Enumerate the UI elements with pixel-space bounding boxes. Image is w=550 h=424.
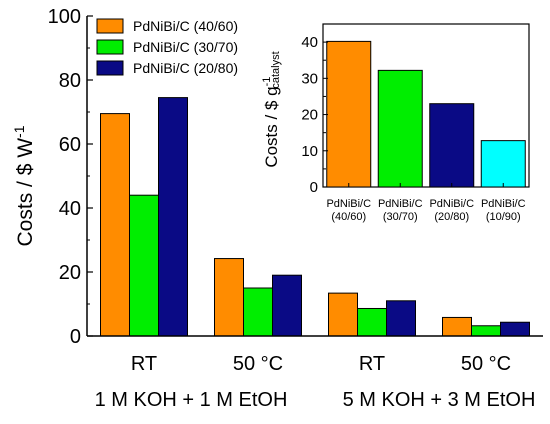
x-category-label: RT bbox=[131, 353, 157, 375]
inset-bar-1 bbox=[377, 69, 423, 188]
bar-2-2 bbox=[386, 300, 416, 337]
inset-category-label: PdNiBi/C bbox=[429, 198, 474, 210]
y-tick-label: 0 bbox=[70, 326, 81, 348]
inset-bar-2 bbox=[429, 103, 475, 188]
x-group-label: 5 M KOH + 3 M EtOH bbox=[343, 389, 536, 411]
legend-swatch bbox=[96, 60, 124, 76]
legend-swatch bbox=[96, 18, 124, 34]
bar-3-0 bbox=[442, 316, 472, 337]
bar-2-1 bbox=[357, 307, 387, 337]
inset-category-label: (40/60) bbox=[331, 211, 366, 223]
inset-category-label: (20/80) bbox=[434, 211, 469, 223]
inset-y-axis-label: Costs / $ g-1catalyst bbox=[261, 51, 282, 167]
legend-label: PdNiBi/C (30/70) bbox=[133, 39, 238, 55]
x-group-label: 1 M KOH + 1 M EtOH bbox=[95, 389, 288, 411]
inset-y-tick-label: 40 bbox=[301, 34, 318, 51]
y-tick-label: 80 bbox=[59, 70, 81, 92]
bar-0-1 bbox=[129, 194, 159, 337]
inset-chart: PdNiBi/C(40/60)PdNiBi/C(30/70)PdNiBi/C(2… bbox=[261, 23, 530, 223]
bar-0-0 bbox=[100, 113, 130, 337]
y-tick-label: 40 bbox=[59, 198, 81, 220]
legend-label: PdNiBi/C (20/80) bbox=[133, 60, 238, 76]
legend-label: PdNiBi/C (40/60) bbox=[133, 18, 238, 34]
inset-category-label: PdNiBi/C bbox=[481, 198, 526, 210]
bar-1-2 bbox=[272, 274, 302, 337]
bar-1-1 bbox=[243, 287, 273, 337]
x-category-label: 50 °C bbox=[233, 353, 283, 375]
inset-y-tick-label: 20 bbox=[301, 107, 318, 124]
y-tick-label: 60 bbox=[59, 134, 81, 156]
bar-1-0 bbox=[214, 258, 244, 337]
inset-bar-3 bbox=[480, 140, 526, 188]
bar-0-2 bbox=[158, 97, 188, 337]
x-category-label: RT bbox=[359, 353, 385, 375]
y-axis-label: Costs / $ W-1 bbox=[11, 125, 37, 246]
inset-y-tick-label: 10 bbox=[301, 143, 318, 160]
inset-y-tick-label: 0 bbox=[310, 179, 318, 196]
x-category-label: 50 °C bbox=[461, 353, 511, 375]
bar-3-1 bbox=[471, 325, 501, 337]
inset-category-label: PdNiBi/C bbox=[326, 198, 371, 210]
inset-bar-0 bbox=[326, 40, 372, 188]
inset-category-label: (10/90) bbox=[486, 211, 521, 223]
y-tick-label: 20 bbox=[59, 262, 81, 284]
inset-category-label: PdNiBi/C bbox=[378, 198, 423, 210]
inset-y-tick-label: 30 bbox=[301, 70, 318, 87]
bar-3-2 bbox=[500, 321, 530, 337]
legend-swatch bbox=[96, 39, 124, 55]
bar-2-0 bbox=[328, 292, 358, 337]
inset-category-label: (30/70) bbox=[383, 211, 418, 223]
y-tick-label: 100 bbox=[48, 6, 81, 28]
